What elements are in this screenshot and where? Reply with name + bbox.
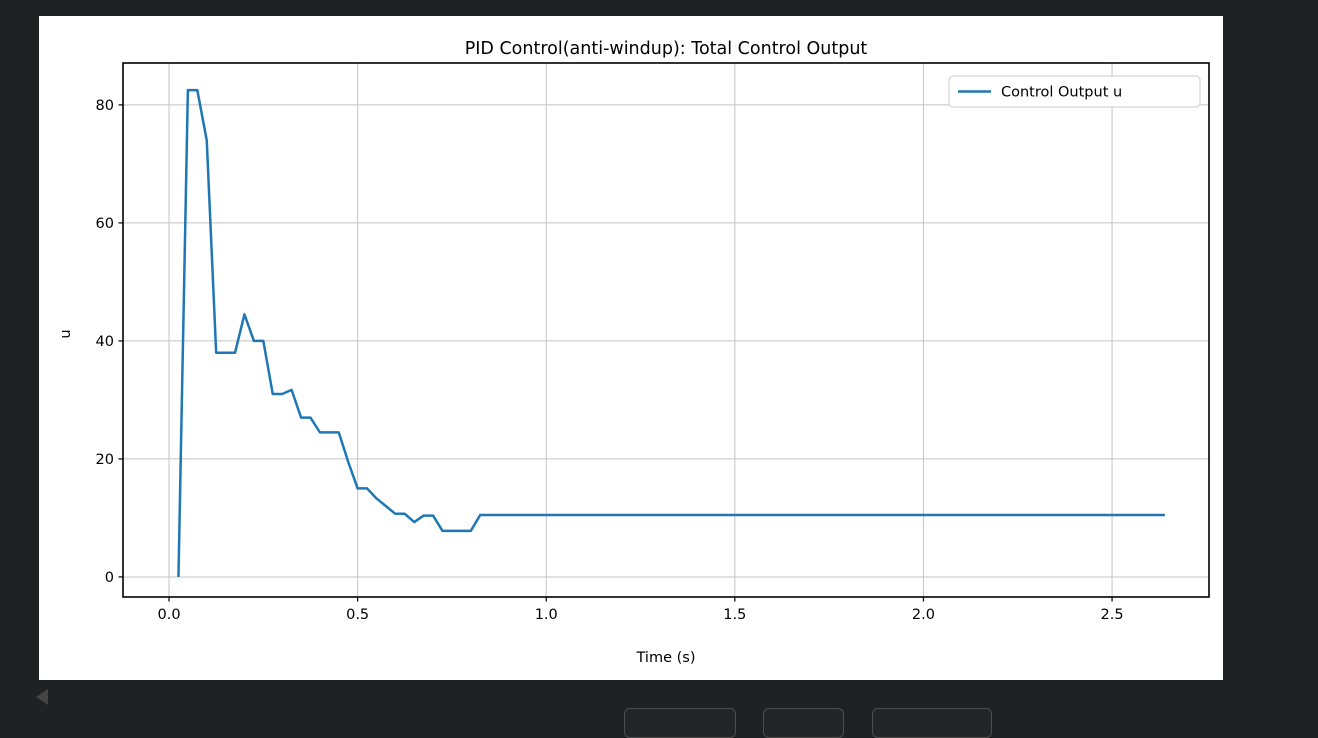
x-axis-label: Time (s) — [636, 650, 696, 666]
x-tick-label: 1.0 — [535, 607, 558, 623]
bottom-bar-button-3[interactable] — [872, 708, 992, 738]
axes-frame — [122, 62, 1210, 598]
y-axis-label: u — [58, 329, 74, 338]
grid-lines — [123, 63, 1209, 597]
legend-label: Control Output u — [1001, 85, 1122, 101]
chart-title: PID Control(anti-windup): Total Control … — [465, 39, 868, 59]
y-tick-label: 80 — [96, 98, 114, 114]
axis-ticks: 0.0 0.5 1.0 1.5 2.0 2.5 0 20 40 60 80 — [96, 98, 1124, 623]
collapse-left-icon[interactable] — [36, 689, 48, 705]
x-tick-label: 0.5 — [346, 607, 369, 623]
y-tick-label: 20 — [96, 452, 114, 468]
bottom-bar-button-1[interactable] — [624, 708, 736, 738]
x-tick-label: 2.0 — [912, 607, 935, 623]
app-background: 0.0 0.5 1.0 1.5 2.0 2.5 0 20 40 60 80 PID Control(… — [36, 16, 1223, 738]
legend: Control Output u — [948, 75, 1201, 108]
x-tick-label: 2.5 — [1101, 607, 1124, 623]
y-tick-label: 40 — [96, 334, 114, 350]
matplotlib-figure: 0.0 0.5 1.0 1.5 2.0 2.5 0 20 40 60 80 PID Control(… — [39, 16, 1223, 680]
plot-area: 0.0 0.5 1.0 1.5 2.0 2.5 0 20 40 60 80 PID Control(… — [58, 39, 1210, 666]
y-tick-label: 0 — [105, 570, 114, 586]
legend-box — [948, 75, 1201, 108]
x-tick-label: 0.0 — [157, 607, 180, 623]
bottom-bar-button-2[interactable] — [763, 708, 844, 738]
x-tick-label: 1.5 — [723, 607, 746, 623]
y-tick-label: 60 — [96, 216, 114, 232]
control-output-line — [177, 88, 1165, 577]
